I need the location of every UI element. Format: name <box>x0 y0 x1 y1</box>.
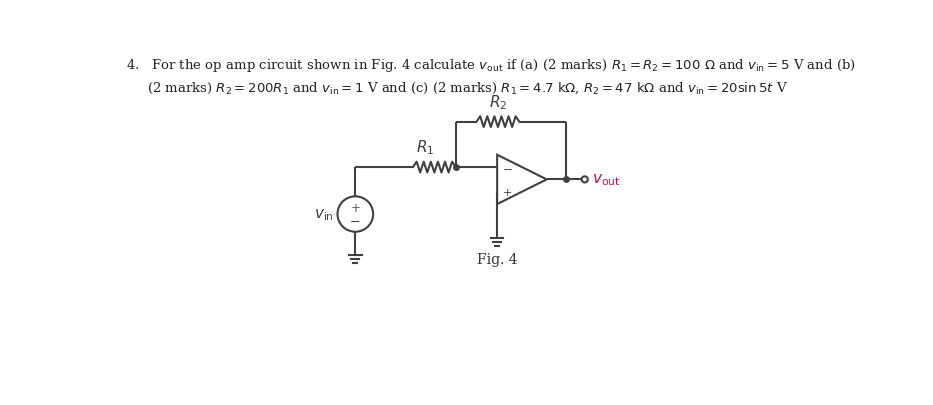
Text: −: − <box>503 161 512 174</box>
Text: Fig. 4: Fig. 4 <box>477 252 518 266</box>
Text: 4.   For the op amp circuit shown in Fig. 4 calculate $v_{\rm out}$ if (a) (2 ma: 4. For the op amp circuit shown in Fig. … <box>126 57 856 74</box>
Text: +: + <box>503 187 512 197</box>
Text: −: − <box>350 215 360 228</box>
Text: +: + <box>351 202 360 215</box>
Text: $R_2$: $R_2$ <box>489 93 507 112</box>
Text: $v_{\rm in}$: $v_{\rm in}$ <box>313 207 334 222</box>
Text: (2 marks) $R_2 = 200R_1$ and $v_{\rm in} = 1$ V and (c) (2 marks) $R_1 = 4.7\ {\: (2 marks) $R_2 = 200R_1$ and $v_{\rm in}… <box>126 80 787 96</box>
Text: $R_1$: $R_1$ <box>416 138 434 157</box>
Text: $v_{\rm out}$: $v_{\rm out}$ <box>592 172 620 188</box>
